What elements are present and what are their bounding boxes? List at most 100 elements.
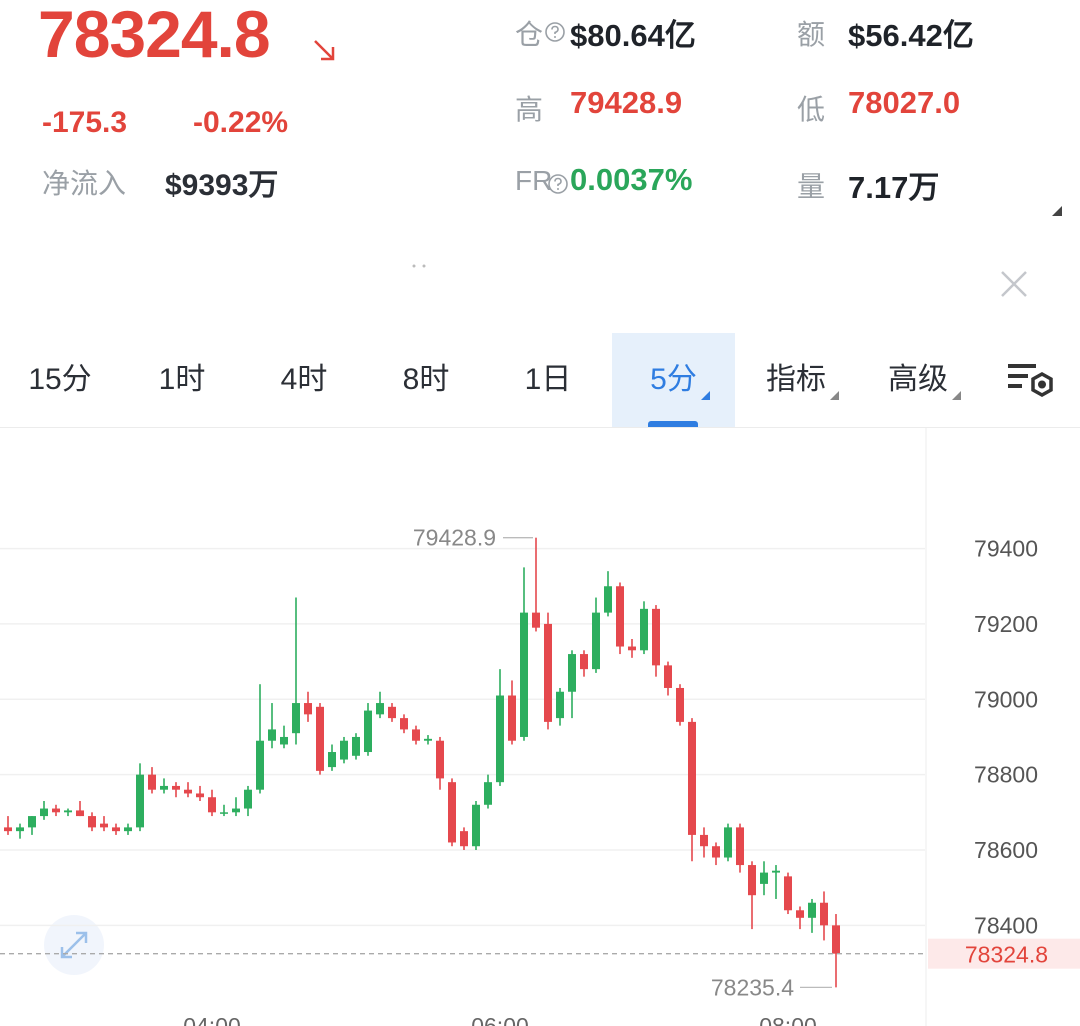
candle-body — [28, 816, 36, 828]
stat-label: 量 — [797, 171, 826, 202]
candle-body — [652, 608, 660, 666]
candle-body — [400, 718, 408, 730]
candle-body — [484, 782, 492, 805]
y-tick-label: 78800 — [974, 762, 1038, 788]
candle-body — [208, 797, 216, 813]
candle-body — [220, 812, 228, 814]
y-tick-label: 78400 — [974, 912, 1038, 938]
candle-body — [436, 740, 444, 779]
high-label: 79428.9 — [413, 525, 496, 551]
stat-value: 79428.9 — [570, 85, 683, 120]
interval-tab[interactable]: 指标 — [736, 333, 856, 427]
y-tick-label: 79000 — [974, 686, 1038, 712]
interval-tab[interactable]: 5分 — [612, 333, 735, 427]
last-price-badge — [928, 938, 1080, 969]
candle-body — [244, 789, 252, 809]
candle-body — [712, 846, 720, 858]
candle-body — [460, 831, 468, 847]
candle-body — [112, 827, 120, 832]
candle-body — [472, 804, 480, 847]
candle-body — [544, 623, 552, 722]
candle-body — [256, 740, 264, 790]
candle-body — [4, 827, 12, 832]
candle-body — [616, 586, 624, 647]
candle-body — [568, 654, 576, 692]
x-tick-label: 06:00 — [471, 1013, 529, 1026]
candle-body — [532, 612, 540, 628]
stat-label: 高 — [515, 94, 544, 125]
candle-body — [640, 608, 648, 651]
candle-body — [16, 827, 24, 832]
price-change-pct: -0.22% — [193, 106, 289, 139]
last-price: 78324.8 — [38, 0, 271, 71]
stat-value: 78027.0 — [848, 85, 961, 120]
interval-tab[interactable]: 8时 — [402, 363, 450, 396]
interval-tab[interactable]: 4时 — [280, 363, 328, 396]
candle-body — [268, 729, 276, 741]
candle-body — [628, 646, 636, 651]
candle-body — [580, 654, 588, 670]
candle-body — [64, 810, 72, 813]
candle-body — [664, 665, 672, 688]
candle-body — [808, 902, 816, 918]
y-tick-label: 79400 — [974, 536, 1038, 562]
candle-body — [232, 808, 240, 813]
candle-body — [592, 612, 600, 670]
info-icon[interactable] — [547, 173, 569, 195]
candle-body — [448, 782, 456, 843]
candle-body — [700, 834, 708, 847]
info-icon[interactable] — [544, 21, 566, 43]
candle-body — [124, 827, 132, 832]
candle-body — [352, 736, 360, 756]
candle-body — [604, 586, 612, 613]
interval-tab[interactable]: 1日 — [524, 363, 572, 396]
interval-tab[interactable]: 高级 — [858, 333, 978, 427]
candle-body — [328, 752, 336, 768]
drag-handle[interactable] — [410, 262, 430, 270]
candle-body — [820, 902, 828, 926]
stat-value: 7.17万 — [848, 170, 940, 205]
interval-tabs: 15分 1时 4时 8时 1日 5分 指标 高级 — [0, 333, 1080, 428]
net-inflow-value: $9393万 — [165, 169, 279, 202]
candlestick-chart: 78400 78600 78800 79000 79200 79400 04:00 06:00… — [0, 428, 1080, 1026]
candle-body — [556, 691, 564, 719]
candle-body — [364, 710, 372, 753]
candle-body — [676, 687, 684, 722]
stat-value: $80.64亿 — [570, 18, 696, 53]
candle-body — [832, 925, 840, 954]
stat-label: FR — [515, 165, 553, 196]
candle-body — [508, 695, 516, 741]
stat-label: 额 — [797, 19, 826, 50]
candle-body — [340, 740, 348, 760]
candle-body — [88, 816, 96, 828]
candle-body — [760, 872, 768, 884]
low-label: 78235.4 — [711, 974, 794, 1000]
price-change: -175.3 — [42, 106, 128, 139]
candle-body — [292, 703, 300, 734]
candle-body — [796, 910, 804, 918]
settings-icon[interactable] — [1006, 360, 1054, 400]
candle-body — [496, 695, 504, 783]
candle-body — [316, 706, 324, 771]
last-price-label: 78324.8 — [965, 942, 1048, 968]
collapse-corner[interactable] — [1050, 204, 1064, 218]
candle-body — [304, 703, 312, 715]
candle-body — [748, 865, 756, 896]
candle-body — [424, 738, 432, 741]
x-tick-label: 04:00 — [183, 1013, 241, 1026]
interval-tab[interactable]: 1时 — [158, 363, 206, 396]
candle-body — [172, 785, 180, 790]
candle-body — [724, 827, 732, 858]
candle-body — [136, 774, 144, 828]
candle-body — [52, 808, 60, 813]
candle-body — [100, 823, 108, 828]
candle-body — [184, 789, 192, 794]
stat-value: 0.0037% — [570, 162, 693, 197]
interval-tab[interactable]: 15分 — [28, 363, 92, 396]
candle-body — [196, 793, 204, 798]
candle-body — [784, 876, 792, 911]
close-button[interactable] — [998, 268, 1030, 300]
candle-body — [688, 721, 696, 835]
candle-body — [520, 612, 528, 737]
